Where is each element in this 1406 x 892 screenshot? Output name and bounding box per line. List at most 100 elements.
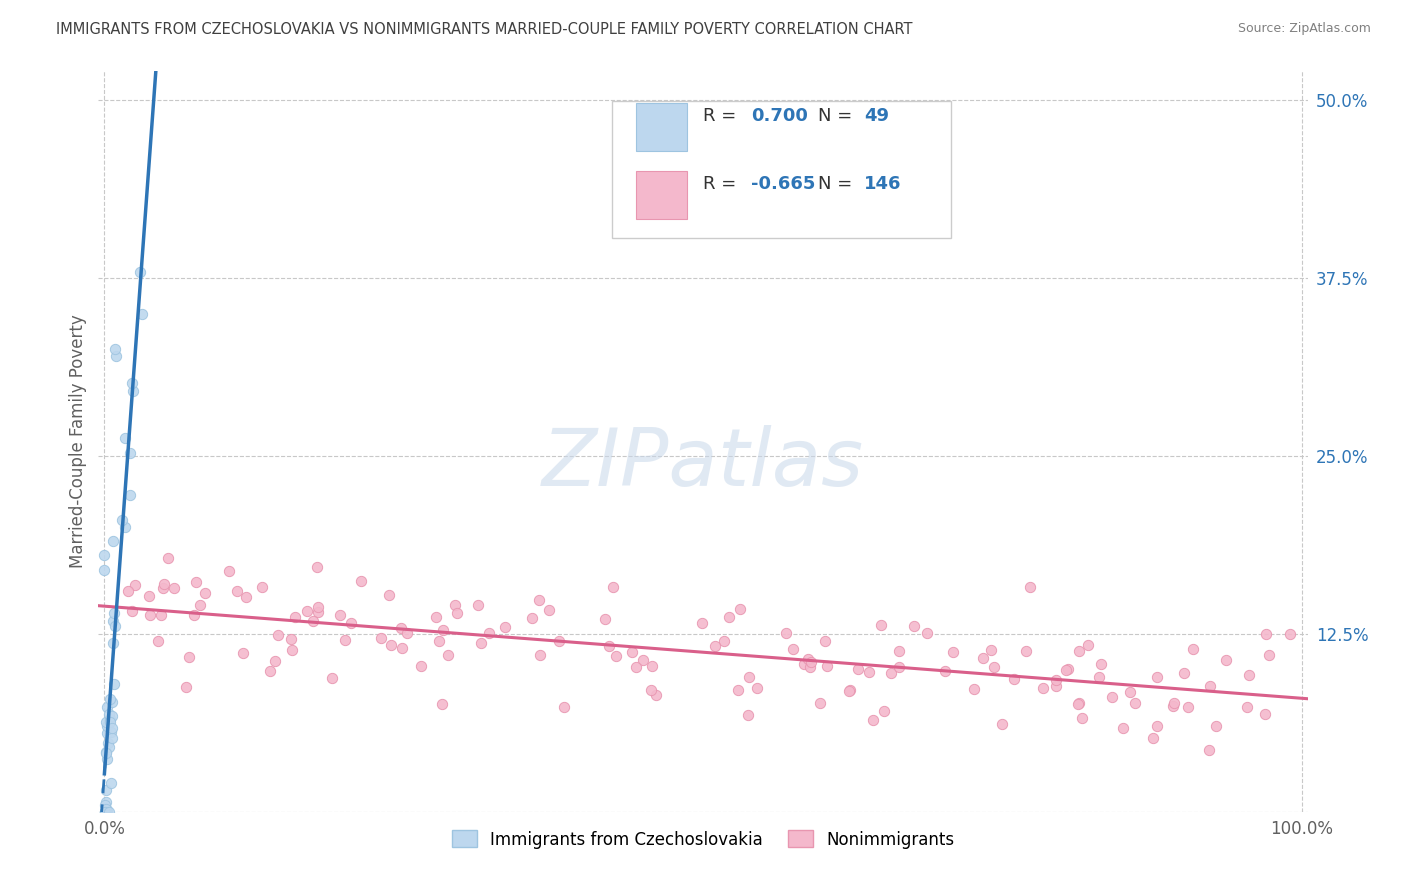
- Point: [100, 695, 122, 709]
- Point: [775, 626, 797, 640]
- Text: R =: R =: [703, 107, 742, 125]
- Point: [432, 623, 454, 637]
- Point: [100, 721, 122, 735]
- Point: [605, 648, 627, 663]
- Point: [350, 574, 373, 589]
- Point: [284, 610, 307, 624]
- Point: [1205, 719, 1227, 733]
- Point: [436, 648, 458, 662]
- Point: [737, 707, 759, 722]
- Point: [150, 608, 173, 623]
- Point: [93, 805, 115, 819]
- Point: [602, 580, 624, 594]
- Point: [1071, 710, 1094, 724]
- Point: [93, 805, 115, 819]
- Point: [1101, 690, 1123, 704]
- Legend: Immigrants from Czechoslovakia, Nonimmigrants: Immigrants from Czechoslovakia, Nonimmig…: [446, 823, 960, 855]
- Point: [131, 307, 153, 321]
- Point: [869, 618, 891, 632]
- Point: [1015, 644, 1038, 658]
- Point: [553, 700, 575, 714]
- Point: [101, 636, 124, 650]
- Point: [1181, 642, 1204, 657]
- Point: [1067, 696, 1090, 710]
- Point: [100, 775, 122, 789]
- Text: N =: N =: [818, 107, 858, 125]
- Point: [110, 513, 132, 527]
- Point: [1161, 699, 1184, 714]
- Point: [782, 642, 804, 657]
- Point: [96, 751, 118, 765]
- FancyBboxPatch shape: [613, 101, 950, 238]
- Point: [527, 593, 550, 607]
- Point: [183, 607, 205, 622]
- Point: [218, 564, 240, 578]
- Point: [97, 736, 120, 750]
- Point: [96, 803, 118, 817]
- Point: [738, 670, 761, 684]
- Point: [329, 608, 352, 623]
- Point: [101, 614, 124, 628]
- Point: [307, 599, 329, 614]
- Point: [104, 342, 127, 356]
- FancyBboxPatch shape: [637, 103, 688, 151]
- Text: -0.665: -0.665: [751, 175, 815, 193]
- Point: [470, 635, 492, 649]
- Point: [94, 795, 117, 809]
- Point: [1142, 731, 1164, 745]
- Point: [194, 586, 217, 600]
- Text: Source: ZipAtlas.com: Source: ZipAtlas.com: [1237, 22, 1371, 36]
- Point: [1237, 668, 1260, 682]
- Point: [1077, 638, 1099, 652]
- Point: [443, 598, 465, 612]
- Text: R =: R =: [703, 175, 742, 193]
- Point: [101, 534, 124, 549]
- Point: [1045, 679, 1067, 693]
- Point: [188, 599, 211, 613]
- Point: [797, 652, 820, 666]
- Point: [598, 639, 620, 653]
- Point: [100, 708, 122, 723]
- Point: [1090, 657, 1112, 671]
- Point: [226, 584, 249, 599]
- Point: [93, 563, 115, 577]
- Point: [267, 628, 290, 642]
- Point: [800, 655, 823, 669]
- Point: [1173, 666, 1195, 681]
- Point: [1278, 626, 1301, 640]
- Point: [1002, 672, 1025, 686]
- Point: [430, 697, 453, 711]
- Point: [548, 633, 571, 648]
- Point: [980, 643, 1002, 657]
- Point: [391, 640, 413, 655]
- Point: [713, 634, 735, 648]
- Point: [1032, 681, 1054, 695]
- Point: [727, 682, 749, 697]
- Point: [645, 688, 668, 702]
- Point: [815, 659, 838, 673]
- Point: [96, 700, 118, 714]
- Point: [152, 582, 174, 596]
- Point: [538, 603, 561, 617]
- Point: [411, 659, 433, 673]
- Point: [184, 574, 207, 589]
- Point: [633, 653, 655, 667]
- Text: N =: N =: [818, 175, 858, 193]
- Point: [595, 611, 617, 625]
- Point: [122, 384, 145, 398]
- Point: [114, 520, 136, 534]
- Point: [307, 606, 329, 620]
- Y-axis label: Married-Couple Family Poverty: Married-Couple Family Poverty: [69, 315, 87, 568]
- Point: [259, 664, 281, 678]
- Point: [98, 707, 121, 722]
- Point: [846, 662, 869, 676]
- Point: [103, 606, 125, 620]
- Point: [281, 642, 304, 657]
- Point: [1236, 699, 1258, 714]
- Point: [98, 740, 121, 755]
- Point: [96, 745, 118, 759]
- Point: [120, 446, 142, 460]
- Point: [118, 488, 141, 502]
- Point: [98, 713, 121, 727]
- Point: [963, 681, 986, 696]
